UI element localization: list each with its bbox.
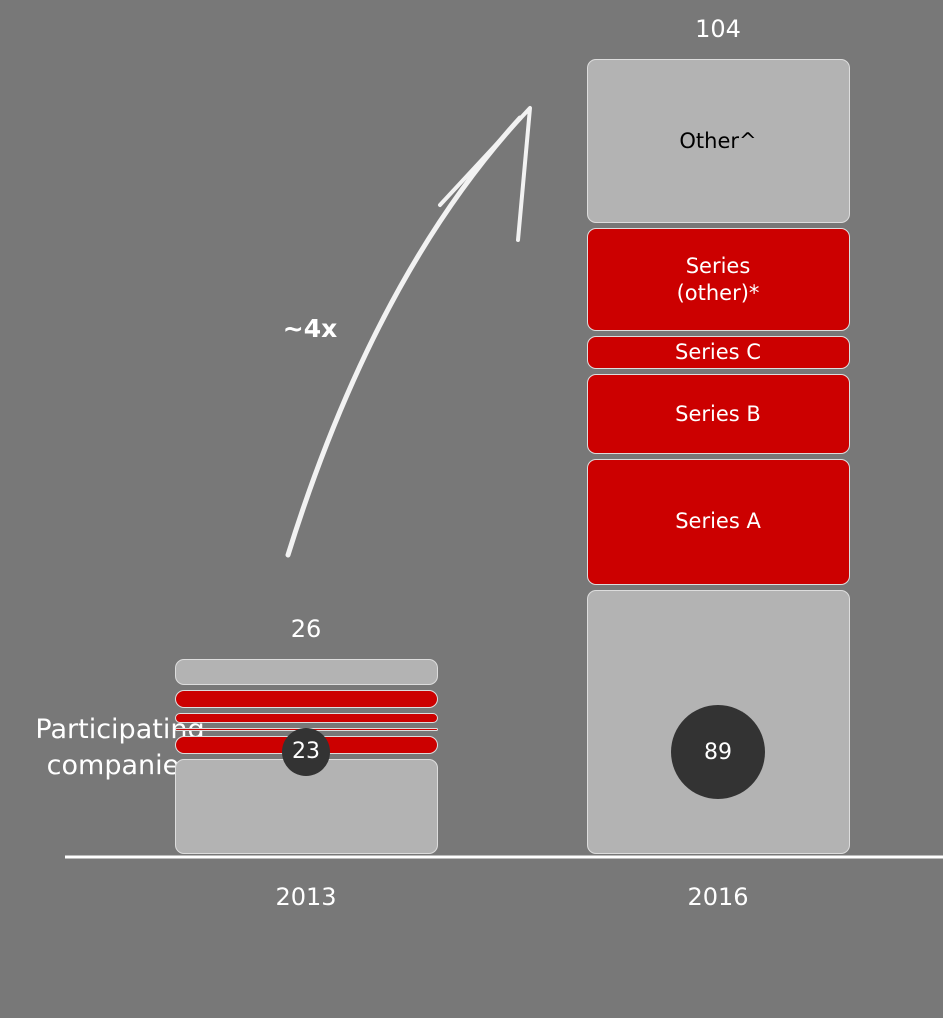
x-tick-label: 2013 (275, 883, 337, 911)
segment-label: Series (other)* (676, 253, 760, 305)
segment-label: Series C (675, 340, 761, 365)
annotation: ~4x (282, 314, 338, 343)
bar-segment: Series A (586, 459, 850, 585)
segment-label: Other^ (679, 128, 757, 153)
bar-segment: Series C (586, 335, 850, 370)
x-tick-label: 2016 (687, 883, 749, 911)
bar-segment (174, 712, 438, 724)
segment-label: Series B (675, 401, 761, 426)
total-label: 26 (290, 615, 322, 643)
bar-segment: Series B (586, 374, 850, 454)
bar-segment (174, 659, 438, 685)
bar-segment (174, 689, 438, 708)
bar-segment: Other^ (586, 59, 850, 224)
segment-label: Series A (675, 509, 761, 534)
bar-segment: Series (other)* (586, 228, 850, 331)
company-count: 89 (671, 705, 765, 799)
total-label: 104 (695, 15, 741, 43)
company-count: 23 (282, 728, 330, 776)
